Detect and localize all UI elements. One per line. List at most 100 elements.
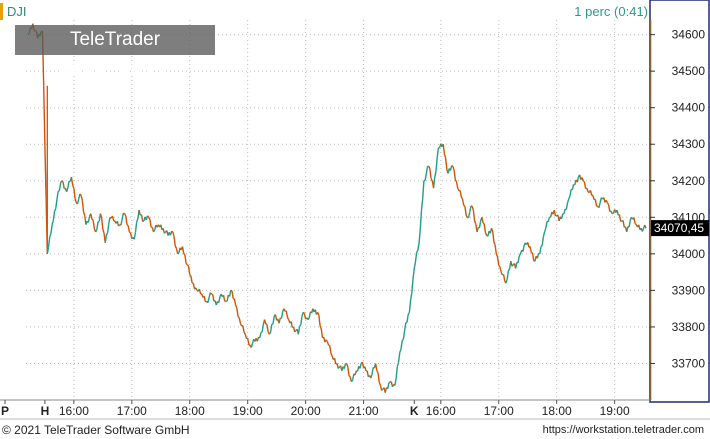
price-segment (50, 224, 53, 234)
price-segment (53, 208, 57, 212)
price-segment (592, 195, 595, 200)
price-segment (610, 210, 613, 214)
price-segment (452, 165, 455, 171)
price-segment (565, 202, 569, 210)
footer-url[interactable]: https://workstation.teletrader.com (542, 424, 704, 436)
price-segment (74, 198, 77, 203)
price-segment (78, 193, 81, 200)
price-segment (236, 307, 239, 317)
y-axis[interactable]: 3370033800339003400034100342003430034400… (649, 0, 710, 403)
price-segment (104, 234, 108, 243)
price-segment (171, 230, 174, 233)
price-segment (388, 381, 391, 384)
price-segment (172, 231, 175, 237)
price-segment (560, 213, 564, 220)
price-segment (377, 372, 380, 383)
price-segment (443, 153, 447, 159)
price-segment (128, 231, 132, 234)
price-segment (576, 176, 580, 183)
price-segment (290, 321, 294, 328)
price-segment (294, 330, 297, 333)
price-segment (366, 370, 370, 377)
price-segment (402, 330, 406, 340)
price-segment (641, 228, 645, 232)
price-segment (239, 322, 243, 327)
price-segment (494, 244, 498, 254)
price-segment (52, 210, 56, 221)
price-segment (414, 252, 418, 263)
price-segment (359, 363, 362, 369)
price-segment (432, 177, 436, 189)
symbol-label[interactable]: DJI (0, 3, 27, 20)
y-tick-label: 33800 (672, 320, 706, 334)
last-price-badge: 34070,45 (651, 220, 709, 237)
price-segment (633, 217, 636, 224)
price-segment (394, 377, 397, 386)
price-segment (566, 198, 570, 203)
price-segment (505, 278, 508, 284)
price-segment (56, 191, 59, 200)
price-segment (434, 171, 437, 178)
price-segment (233, 298, 237, 306)
price-segment (542, 231, 546, 237)
price-segment (517, 255, 520, 263)
price-segment (134, 222, 138, 233)
price-segment (371, 367, 374, 375)
price-segment (108, 217, 111, 224)
price-segment (195, 287, 198, 291)
price-segment (493, 241, 496, 246)
price-segment (81, 200, 85, 212)
price-segment (317, 312, 320, 316)
price-segment (55, 198, 58, 209)
price-segment (318, 315, 321, 326)
price-segment (413, 261, 417, 269)
price-segment (140, 214, 144, 222)
price-segment (543, 228, 547, 233)
price-segment (72, 184, 75, 189)
price-segment (46, 247, 50, 254)
price-segment (460, 196, 464, 200)
y-tick-label: 34300 (672, 137, 706, 151)
price-segment (91, 218, 94, 221)
price-segment (47, 236, 51, 248)
price-segment (127, 225, 131, 233)
price-segment (80, 195, 83, 201)
price-segment (184, 254, 187, 264)
price-segment (285, 310, 289, 318)
price-segment (205, 300, 207, 303)
price-segment (481, 217, 484, 223)
price-segment (250, 343, 254, 348)
price-segment (303, 313, 307, 320)
price-segment (539, 246, 542, 254)
price-segment (378, 382, 382, 386)
price-segment (527, 242, 530, 248)
y-tick-label: 34000 (672, 247, 706, 261)
x-axis[interactable]: P H 16:00 17:00 18:00 19:00 20:00 21:00 K 16:00 17… (0, 399, 710, 420)
price-segment (407, 311, 411, 315)
price-segment (536, 253, 540, 259)
price-segment (226, 294, 230, 302)
price-segment (599, 197, 603, 203)
price-segment (67, 181, 70, 189)
price-segment (507, 268, 511, 271)
price-segment (111, 215, 115, 222)
price-segment (430, 178, 433, 182)
price-segment (163, 231, 167, 234)
price-segment (162, 228, 166, 234)
price-segment (350, 379, 354, 383)
x-tick-label: 16:00 (426, 404, 456, 418)
price-segment (222, 295, 226, 302)
price-segment (297, 326, 301, 335)
price-segment (583, 181, 587, 189)
price-segment (345, 363, 349, 368)
price-segment (49, 233, 52, 238)
price-segment (92, 220, 96, 230)
price-segment (268, 331, 272, 335)
price-segment (87, 216, 91, 223)
price-segment (57, 190, 60, 192)
price-segment (261, 324, 265, 333)
copyright-text: © 2021 TeleTrader Software GmbH (2, 423, 190, 437)
interval-label[interactable]: 1 perc (0:41) (574, 4, 648, 19)
price-segment (598, 202, 601, 208)
